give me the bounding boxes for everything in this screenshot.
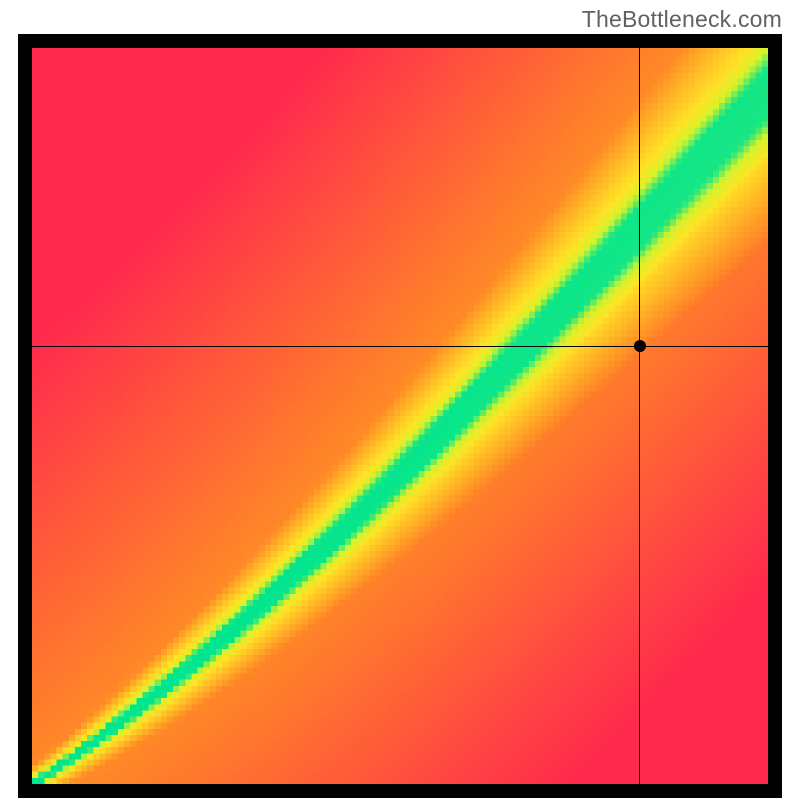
crosshair-marker[interactable] <box>634 340 646 352</box>
crosshair-vertical <box>639 48 640 784</box>
watermark-text: TheBottleneck.com <box>582 6 782 33</box>
bottleneck-heatmap <box>32 48 768 784</box>
chart-container: TheBottleneck.com <box>0 0 800 800</box>
crosshair-horizontal <box>32 346 768 347</box>
